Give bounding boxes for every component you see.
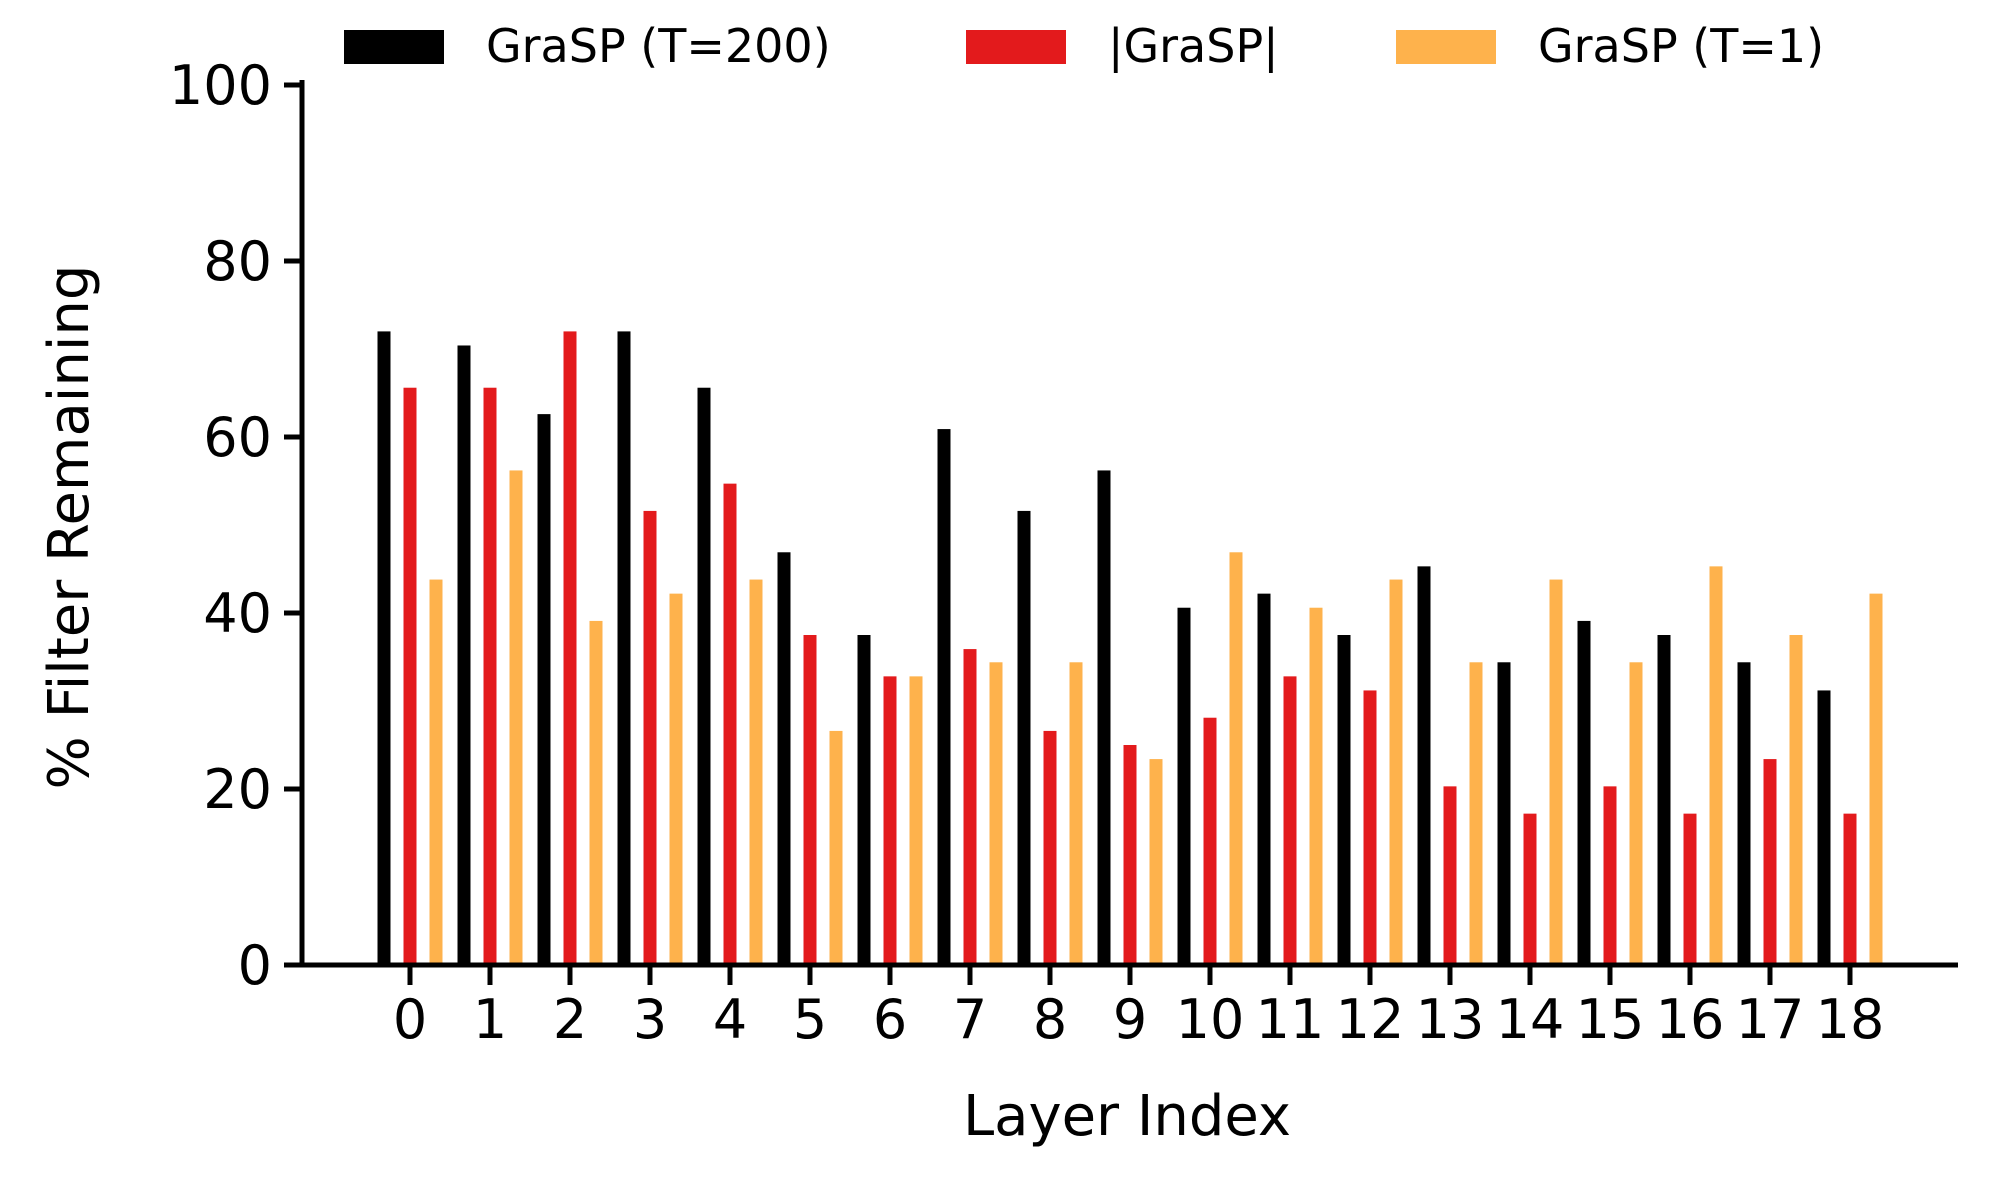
y-tick-label: 20 xyxy=(203,758,272,821)
bar xyxy=(1203,717,1217,965)
bar xyxy=(1469,662,1483,965)
bar xyxy=(1817,690,1831,965)
bar xyxy=(537,414,551,965)
x-tick-label: 8 xyxy=(1033,988,1067,1051)
bar xyxy=(589,620,603,965)
bar xyxy=(857,635,871,965)
legend-swatch xyxy=(1396,30,1496,64)
bar xyxy=(883,676,897,965)
bar xyxy=(1603,786,1617,965)
bars xyxy=(377,331,1883,966)
bar xyxy=(483,387,497,966)
bar xyxy=(803,635,817,965)
legend-label: GraSP (T=200) xyxy=(486,19,831,73)
legend-swatch xyxy=(344,30,444,64)
bar xyxy=(777,552,791,965)
bar xyxy=(937,429,951,966)
x-axis-title: Layer Index xyxy=(963,1084,1291,1149)
bar xyxy=(429,579,443,965)
bar xyxy=(509,470,523,965)
bar xyxy=(697,387,711,966)
y-axis-title: % Filter Remaining xyxy=(37,265,102,790)
bar xyxy=(1257,593,1271,965)
legend-label: |GraSP| xyxy=(1108,19,1279,74)
bar xyxy=(1869,593,1883,965)
bar xyxy=(563,331,577,965)
bar xyxy=(1363,690,1377,965)
bar xyxy=(1843,813,1857,965)
bar xyxy=(1629,662,1643,965)
bar xyxy=(457,345,471,966)
x-tick-label: 14 xyxy=(1496,988,1565,1051)
bar xyxy=(989,662,1003,965)
bar xyxy=(1523,813,1537,965)
bar xyxy=(1577,620,1591,965)
bar xyxy=(617,331,631,965)
x-tick-label: 6 xyxy=(873,988,907,1051)
bar xyxy=(1149,759,1163,965)
y-tick-label: 80 xyxy=(203,230,272,293)
bar xyxy=(1443,786,1457,965)
bar xyxy=(1497,662,1511,965)
y-tick-label: 100 xyxy=(169,54,272,117)
bar xyxy=(1737,662,1751,965)
bar xyxy=(643,510,657,965)
x-tick-label: 4 xyxy=(713,988,747,1051)
y-tick-label: 60 xyxy=(203,406,272,469)
x-tick-label: 1 xyxy=(473,988,507,1051)
bar xyxy=(1417,566,1431,965)
x-tick-label: 18 xyxy=(1816,988,1885,1051)
x-tick-label: 12 xyxy=(1336,988,1405,1051)
bar xyxy=(1763,759,1777,965)
x-tick-label: 0 xyxy=(393,988,427,1051)
bar xyxy=(1043,730,1057,965)
bar xyxy=(669,593,683,965)
bar xyxy=(1549,579,1563,965)
bar xyxy=(1229,552,1243,965)
bar xyxy=(1789,635,1803,965)
y-tick-label: 40 xyxy=(203,582,272,645)
y-tick-label: 0 xyxy=(238,934,272,997)
legend-label: GraSP (T=1) xyxy=(1538,19,1824,73)
bar xyxy=(1337,635,1351,965)
bar xyxy=(1069,662,1083,965)
bar xyxy=(1683,813,1697,965)
bar xyxy=(1389,579,1403,965)
x-tick-label: 16 xyxy=(1656,988,1725,1051)
bar xyxy=(403,387,417,966)
bar xyxy=(1709,566,1723,965)
bar xyxy=(909,676,923,965)
legend: GraSP (T=200) |GraSP| GraSP (T=1) xyxy=(344,19,1824,74)
bar xyxy=(377,331,391,965)
x-tick-label: 3 xyxy=(633,988,667,1051)
x-tick-label: 10 xyxy=(1176,988,1245,1051)
x-tick-label: 13 xyxy=(1416,988,1485,1051)
bar xyxy=(1283,676,1297,965)
x-tick-label: 15 xyxy=(1576,988,1645,1051)
x-tick-label: 9 xyxy=(1113,988,1147,1051)
bar xyxy=(1177,607,1191,965)
x-tick-label: 7 xyxy=(953,988,987,1051)
bar xyxy=(1657,635,1671,965)
legend-swatch xyxy=(966,30,1066,64)
x-tick-label: 17 xyxy=(1736,988,1805,1051)
x-tick-label: 5 xyxy=(793,988,827,1051)
bar xyxy=(963,649,977,965)
bar xyxy=(749,579,763,965)
bar xyxy=(1123,745,1137,965)
bar xyxy=(723,483,737,965)
bar xyxy=(829,730,843,965)
bar xyxy=(1097,470,1111,965)
x-tick-label: 11 xyxy=(1256,988,1325,1051)
bar xyxy=(1309,607,1323,965)
x-tick-label: 2 xyxy=(553,988,587,1051)
bar xyxy=(1017,510,1031,965)
